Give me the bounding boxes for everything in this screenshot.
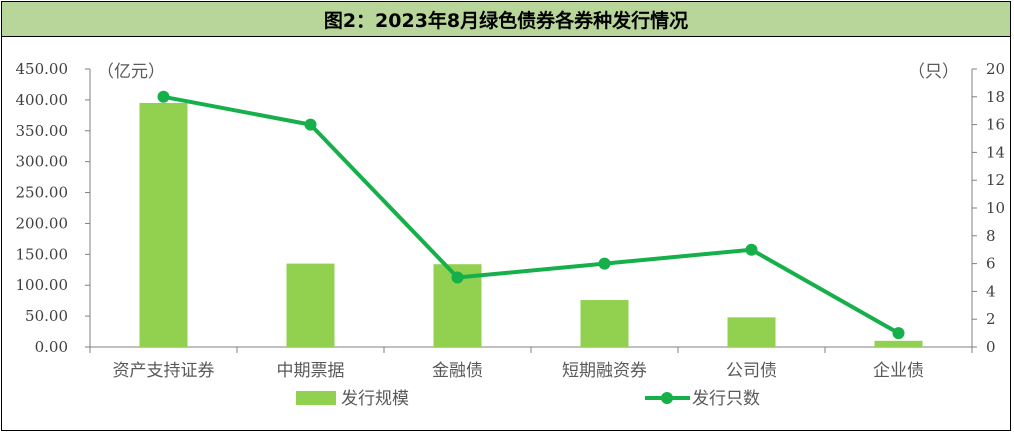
line-point — [451, 271, 464, 284]
chart-title: 图2：2023年8月绿色债券各券种发行情况 — [323, 9, 689, 32]
left-tick-label: 300.00 — [16, 153, 69, 171]
title-bar: 图2：2023年8月绿色债券各券种发行情况 — [2, 2, 1010, 37]
left-tick-label: 400.00 — [16, 91, 69, 109]
legend-swatch-bar — [296, 391, 336, 405]
left-tick-label: 50.00 — [25, 307, 68, 325]
legend: 发行规模 发行只数 — [296, 389, 760, 409]
legend-label-bar: 发行规模 — [341, 389, 409, 409]
bar — [727, 317, 776, 347]
right-tick-label: 8 — [986, 227, 996, 245]
right-tick-label: 16 — [986, 116, 1005, 134]
right-axis-unit: （只） — [908, 62, 959, 82]
legend-label-line: 发行只数 — [692, 389, 760, 409]
legend-swatch-marker — [661, 392, 673, 404]
line-point — [892, 327, 905, 340]
left-tick-label: 150.00 — [16, 245, 69, 263]
category-label: 金融债 — [432, 361, 483, 381]
left-tick-label: 250.00 — [16, 184, 69, 202]
left-tick-label: 0.00 — [35, 338, 68, 356]
right-tick-label: 18 — [986, 88, 1005, 106]
left-tick-label: 200.00 — [16, 214, 69, 232]
line-point — [745, 243, 758, 256]
category-label: 短期融资券 — [562, 361, 647, 381]
left-tick-label: 100.00 — [16, 276, 69, 294]
right-tick-label: 0 — [986, 338, 996, 356]
category-label: 资产支持证券 — [113, 361, 215, 381]
line-point — [598, 257, 611, 270]
bar — [139, 102, 188, 347]
bar-series — [139, 102, 923, 347]
right-axis: 0 2 4 6 8 10 12 14 16 18 20 — [971, 60, 1005, 356]
bar — [286, 263, 335, 347]
left-axis: 0.00 50.00 100.00 150.00 200.00 250.00 300.00 3… — [16, 60, 91, 356]
category-label: 公司债 — [726, 361, 777, 381]
right-tick-label: 6 — [986, 255, 996, 273]
right-tick-label: 14 — [986, 143, 1005, 161]
left-tick-label: 450.00 — [16, 60, 69, 78]
line-point — [304, 118, 317, 131]
right-tick-label: 2 — [986, 310, 996, 328]
line-path — [163, 94, 900, 335]
left-axis-unit: （亿元） — [97, 62, 165, 82]
category-label: 企业债 — [873, 361, 924, 381]
bar — [580, 300, 629, 347]
line-series — [157, 90, 905, 340]
bar — [874, 340, 923, 347]
left-tick-label: 350.00 — [16, 122, 69, 140]
right-tick-label: 4 — [986, 282, 996, 300]
right-tick-label: 10 — [986, 199, 1005, 217]
x-axis: 资产支持证券 中期票据 金融债 短期融资券 公司债 企业债 — [89, 346, 973, 381]
right-tick-label: 20 — [986, 60, 1005, 78]
line-point — [157, 90, 170, 103]
right-tick-label: 12 — [986, 171, 1005, 189]
category-label: 中期票据 — [277, 361, 345, 381]
